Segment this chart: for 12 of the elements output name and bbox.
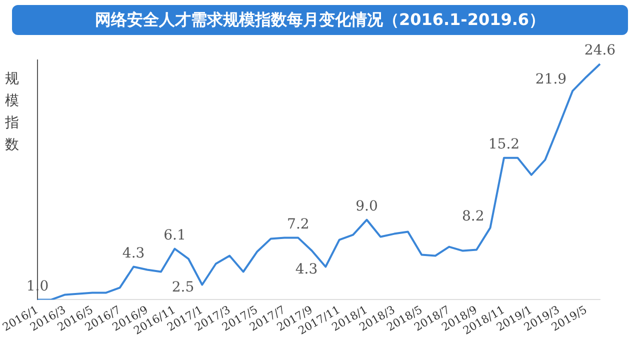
data-label: 2.5 [172, 279, 194, 296]
data-label: 4.3 [122, 245, 145, 262]
y-axis-title: 规模指数 [4, 70, 20, 155]
data-label: 7.2 [287, 216, 310, 232]
data-label: 21.9 [535, 72, 567, 88]
data-label: 15.2 [488, 136, 520, 153]
data-label: 24.6 [584, 42, 616, 59]
data-label: 9.0 [356, 198, 378, 214]
data-label: 8.2 [462, 208, 484, 224]
data-label: 6.1 [164, 227, 186, 244]
data-label: 4.3 [295, 261, 318, 278]
chart-title: 网络安全人才需求规模指数每月变化情况（2016.1-2019.6） [12, 5, 628, 35]
